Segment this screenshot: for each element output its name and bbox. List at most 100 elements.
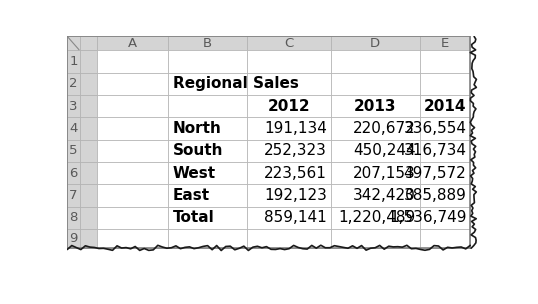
Bar xyxy=(331,36,420,50)
Bar xyxy=(168,50,247,73)
Text: North: North xyxy=(173,121,222,136)
Bar xyxy=(420,184,470,207)
Bar xyxy=(247,73,331,95)
Text: South: South xyxy=(173,143,223,158)
Bar xyxy=(168,73,247,95)
Bar xyxy=(67,36,80,50)
Text: D: D xyxy=(370,37,380,50)
Text: 859,141: 859,141 xyxy=(264,210,327,225)
Bar xyxy=(97,95,168,117)
Bar xyxy=(331,140,420,162)
Bar xyxy=(67,140,80,162)
Text: 342,420: 342,420 xyxy=(353,188,416,203)
Text: 8: 8 xyxy=(69,211,77,224)
Bar xyxy=(331,184,420,207)
Bar xyxy=(67,184,80,207)
Bar xyxy=(331,229,420,248)
Bar xyxy=(168,162,247,184)
Text: 2: 2 xyxy=(69,77,77,90)
Text: 316,734: 316,734 xyxy=(404,143,466,158)
Bar xyxy=(168,140,247,162)
Bar xyxy=(168,184,247,207)
Bar xyxy=(331,95,420,117)
Text: 3: 3 xyxy=(69,100,77,113)
Bar xyxy=(80,73,97,95)
Bar xyxy=(420,162,470,184)
Text: 6: 6 xyxy=(69,167,77,180)
Bar xyxy=(80,36,97,50)
Text: B: B xyxy=(203,37,212,50)
Text: Total: Total xyxy=(173,210,215,225)
Bar xyxy=(420,73,470,95)
Text: 2012: 2012 xyxy=(267,99,310,114)
Text: 336,554: 336,554 xyxy=(404,121,466,136)
Bar xyxy=(97,229,168,248)
Bar xyxy=(80,50,97,73)
Text: 252,323: 252,323 xyxy=(264,143,327,158)
Text: 497,572: 497,572 xyxy=(404,166,466,181)
Bar xyxy=(97,162,168,184)
Bar xyxy=(168,36,247,50)
Bar xyxy=(97,73,168,95)
Text: C: C xyxy=(284,37,294,50)
Text: 385,889: 385,889 xyxy=(404,188,466,203)
Bar xyxy=(67,229,80,248)
Bar xyxy=(97,140,168,162)
Text: 7: 7 xyxy=(69,189,77,202)
Bar xyxy=(67,73,80,95)
Text: 192,123: 192,123 xyxy=(264,188,327,203)
Bar xyxy=(331,50,420,73)
Text: E: E xyxy=(441,37,449,50)
Text: 223,561: 223,561 xyxy=(264,166,327,181)
Bar xyxy=(247,95,331,117)
Bar xyxy=(247,207,331,229)
Bar xyxy=(168,207,247,229)
Bar xyxy=(420,95,470,117)
Bar xyxy=(67,117,80,140)
Bar xyxy=(247,50,331,73)
Text: 450,244: 450,244 xyxy=(353,143,416,158)
Bar xyxy=(420,50,470,73)
Bar xyxy=(67,95,80,117)
Bar xyxy=(420,140,470,162)
Bar xyxy=(168,117,247,140)
Text: 5: 5 xyxy=(69,144,77,157)
Text: 1,220,489: 1,220,489 xyxy=(339,210,416,225)
Text: West: West xyxy=(173,166,216,181)
Bar xyxy=(67,207,80,229)
Text: A: A xyxy=(128,37,137,50)
Bar xyxy=(331,207,420,229)
Bar xyxy=(97,50,168,73)
Text: East: East xyxy=(173,188,210,203)
Bar xyxy=(420,229,470,248)
Text: 2014: 2014 xyxy=(424,99,466,114)
Text: 4: 4 xyxy=(69,122,77,135)
Bar xyxy=(97,184,168,207)
Bar xyxy=(420,36,470,50)
Bar xyxy=(80,207,97,229)
Bar xyxy=(97,207,168,229)
Bar xyxy=(80,117,97,140)
Bar xyxy=(420,207,470,229)
Bar xyxy=(168,95,247,117)
Text: 220,672: 220,672 xyxy=(353,121,416,136)
Bar xyxy=(331,162,420,184)
Bar xyxy=(67,50,80,73)
Bar xyxy=(247,184,331,207)
Bar xyxy=(80,229,97,248)
Text: 1: 1 xyxy=(69,55,77,68)
Bar xyxy=(80,162,97,184)
Bar xyxy=(247,117,331,140)
Bar xyxy=(247,162,331,184)
Text: 1,536,749: 1,536,749 xyxy=(389,210,466,225)
Text: 191,134: 191,134 xyxy=(264,121,327,136)
Bar xyxy=(80,95,97,117)
Bar xyxy=(168,229,247,248)
Bar xyxy=(331,117,420,140)
Bar xyxy=(97,36,168,50)
Bar xyxy=(247,140,331,162)
Bar xyxy=(97,117,168,140)
Text: 9: 9 xyxy=(69,232,77,245)
Bar xyxy=(67,162,80,184)
Bar xyxy=(80,140,97,162)
